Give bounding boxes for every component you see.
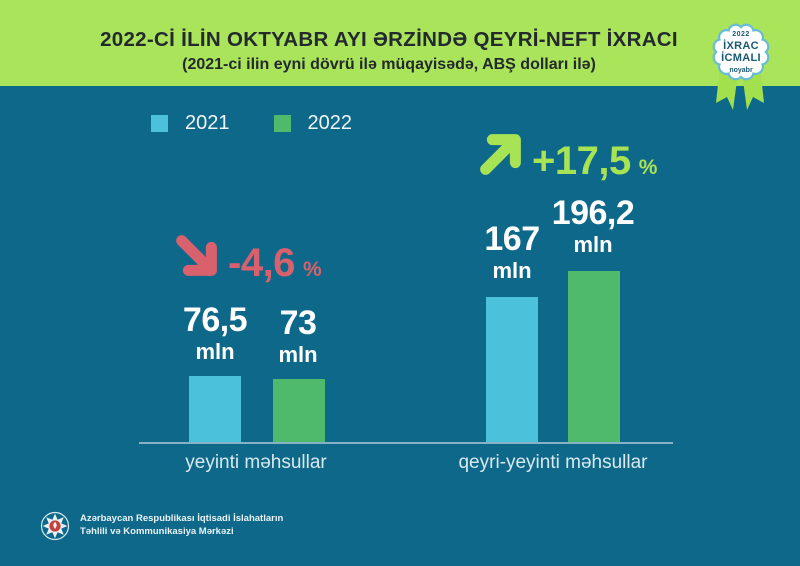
change-indicator-nonfood: +17,5 % [478,130,658,184]
value-number: 73 [279,304,317,342]
category-label-food: yeyinti məhsullar [185,452,327,473]
arrow-down-right-icon [176,235,217,276]
legend-item-2022: 2022 [273,112,353,134]
change-value-food: -4,6 [228,241,295,286]
header-band [0,0,800,86]
legend-swatch-2022 [273,114,291,132]
change-indicator-food: -4,6 % [174,232,322,286]
change-percent-sign-food: % [302,258,322,281]
badge-line1: İXRAC [723,39,759,52]
value-unit: mln [195,339,235,364]
badge-seal-icon [712,23,770,81]
footer: Azərbaycan Respublikası İqtisadi İslahat… [40,511,283,541]
page-subtitle: (2021-ci ilin eyni dövrü ilə müqayisədə,… [182,55,596,73]
value-number: 196,2 [551,194,635,232]
value-unit: mln [492,258,532,283]
legend-label-2022: 2022 [307,112,353,134]
header-titles: 2022-Cİ İLİN OKTYABR AYI ƏRZİNDƏ QEYRİ-N… [0,28,778,73]
azerbaijan-emblem-icon [40,511,70,541]
change-value-nonfood: +17,5 [532,139,631,184]
bar-food-2022 [273,379,325,443]
legend: 2021 2022 [151,113,352,133]
category-label-nonfood: qeyri-yeyinti məhsullar [458,452,648,473]
legend-item-2021: 2021 [151,113,230,133]
value-number: 167 [484,220,540,258]
arrow-up-right-icon [480,134,521,175]
value-label-food-2022: 73 mln [228,306,368,366]
organization-name: Azərbaycan Respublikası İqtisadi İslahat… [80,513,283,539]
value-label-food-2021: 76,5 mln [145,303,285,363]
badge-year: 2022 [732,30,750,38]
organization-line2: Təhlili və Kommunikasiya Mərkəzi [80,526,234,537]
bar-food-2021 [189,376,241,443]
bar-nonfood-2022 [568,271,620,443]
legend-swatch-2021 [151,114,168,132]
baseline-axis [139,442,673,444]
badge-line2: İCMALI [721,51,761,64]
legend-label-2021: 2021 [185,112,230,134]
change-percent-sign-nonfood: % [638,156,658,179]
page-title: 2022-Cİ İLİN OKTYABR AYI ƏRZİNDƏ QEYRİ-N… [100,28,678,51]
value-label-nonfood-2022: 196,2 mln [523,196,663,256]
value-label-nonfood-2021: 167 mln [442,222,582,282]
value-number: 76,5 [182,301,248,339]
bar-nonfood-2021 [486,297,538,443]
value-unit: mln [278,342,318,367]
organization-line1: Azərbaycan Respublikası İqtisadi İslahat… [80,513,284,525]
badge-month: noyabr [729,66,753,74]
badge-text: 2022 İXRAC İCMALI noyabr [710,21,772,83]
value-unit: mln [573,232,613,257]
